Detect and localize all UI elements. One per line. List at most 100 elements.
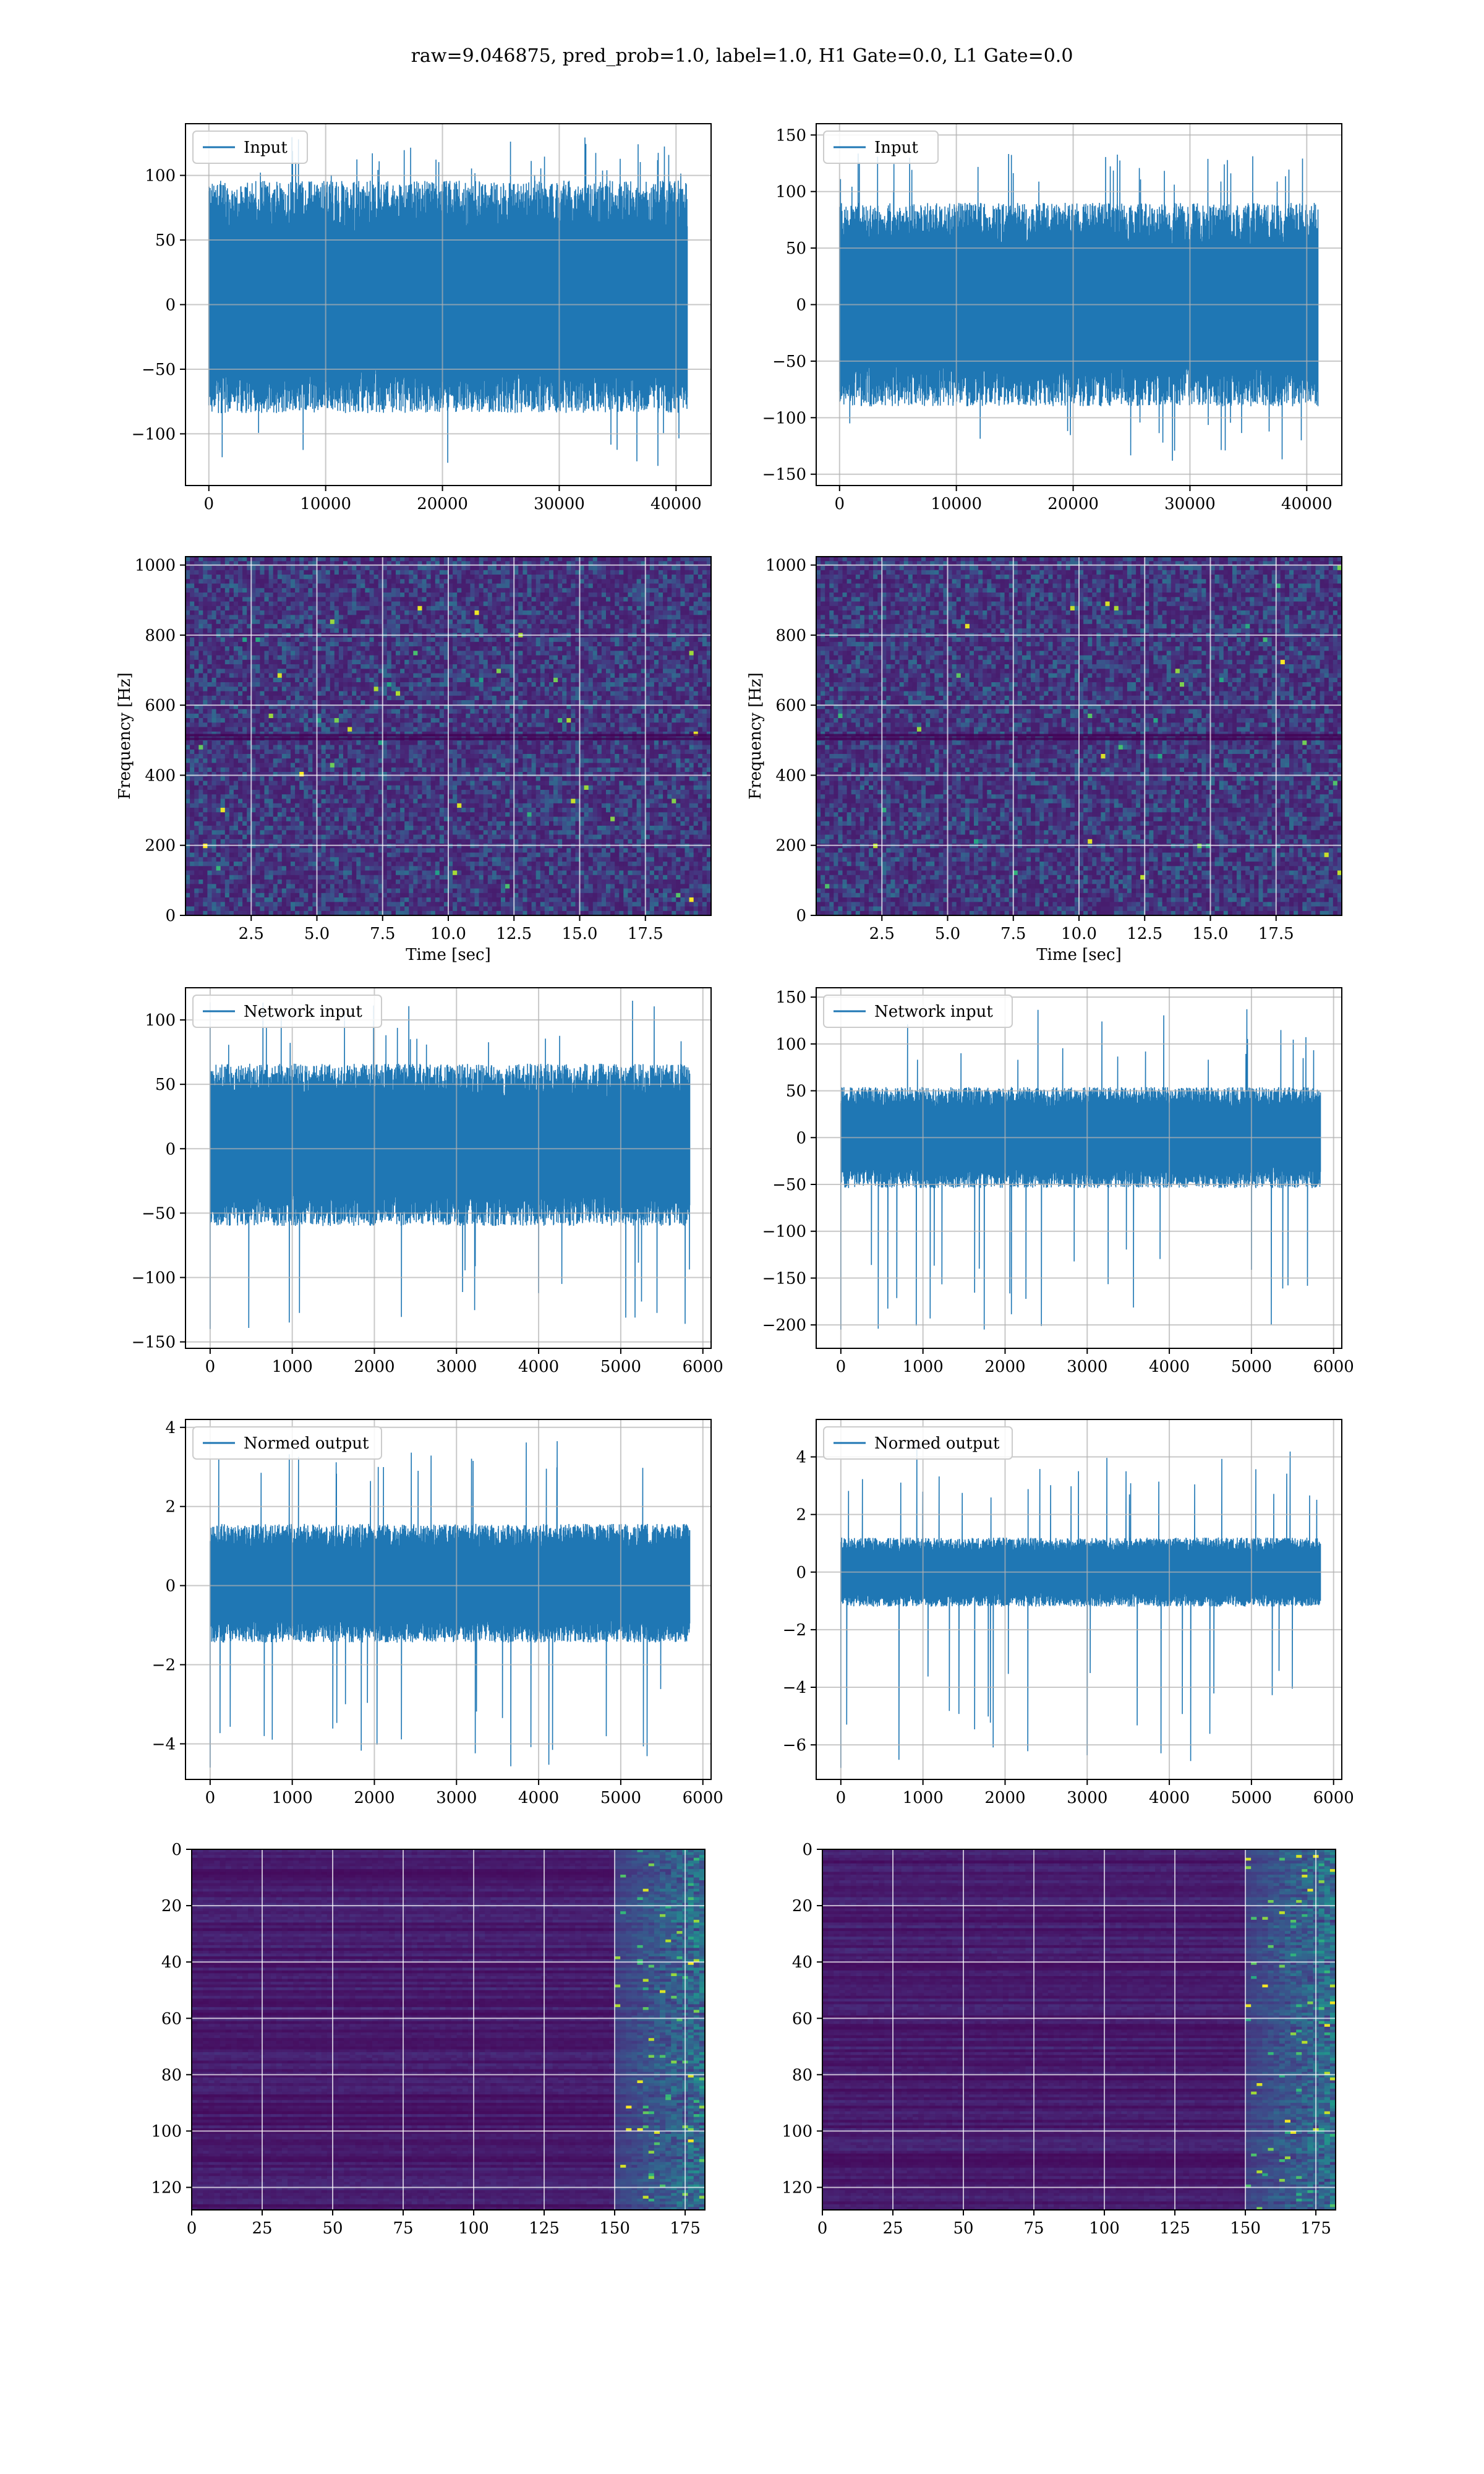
- spectrogram-cell: [224, 875, 230, 880]
- spectrogram-cell: [426, 722, 432, 728]
- spectrogram-cell: [417, 884, 423, 889]
- spectrogram-cell: [295, 758, 300, 764]
- spectrogram-cell: [251, 834, 256, 840]
- spectrogram-cell: [343, 758, 348, 764]
- spectrogram-cell: [251, 745, 256, 750]
- spectrogram-cell: [312, 646, 318, 651]
- spectrogram-cell: [400, 790, 405, 795]
- spectrogram-cell: [295, 673, 300, 678]
- spectrogram-cell: [304, 669, 309, 674]
- spectrogram-cell: [325, 677, 331, 683]
- spectrogram-cell: [186, 673, 190, 678]
- spectrogram-cell: [348, 781, 352, 786]
- spectrogram-cell: [435, 637, 440, 643]
- spectrogram-cell: [203, 579, 208, 584]
- spectrogram-cell: [308, 816, 313, 822]
- spectrogram-cell: [308, 570, 313, 575]
- spectrogram-cell: [413, 821, 418, 826]
- spectrogram-cell: [422, 754, 427, 759]
- spectrogram-cell: [430, 651, 436, 656]
- spectrogram-cell: [238, 718, 243, 723]
- spectrogram-cell: [413, 880, 418, 884]
- spectrogram-cell: [391, 606, 396, 611]
- spectrogram-cell: [190, 745, 195, 750]
- y-tick-label: 0: [165, 296, 176, 315]
- spectrogram-cell: [229, 575, 234, 580]
- spectrogram-cell: [264, 852, 270, 858]
- spectrogram-cell: [304, 709, 309, 714]
- spectrogram-cell: [426, 790, 432, 795]
- spectrogram-cell: [360, 704, 365, 710]
- spectrogram-cell: [330, 646, 335, 651]
- spectrogram-cell: [325, 588, 331, 593]
- spectrogram-cell: [203, 902, 208, 907]
- spectrogram-cell: [382, 575, 388, 580]
- spectrogram-cell: [198, 758, 203, 764]
- spectrogram-cell: [207, 830, 213, 836]
- spectrogram-cell: [286, 561, 291, 567]
- spectrogram-cell: [277, 870, 283, 876]
- spectrogram-cell: [413, 798, 418, 804]
- spectrogram-cell: [382, 866, 388, 871]
- spectrogram-cell: [453, 641, 458, 647]
- spectrogram-cell: [448, 682, 453, 687]
- spectrogram-cell: [264, 682, 270, 687]
- spectrogram-cell: [211, 593, 217, 597]
- spectrogram-cell: [207, 834, 213, 840]
- spectrogram-cell: [299, 749, 304, 755]
- spectrogram-cell: [404, 700, 409, 705]
- spectrogram-cell: [325, 727, 331, 732]
- spectrogram-cell: [430, 588, 436, 593]
- spectrogram-cell: [422, 767, 427, 773]
- spectrogram-cell: [404, 704, 409, 710]
- spectrogram-cell: [378, 641, 383, 647]
- spectrogram-cell: [277, 866, 283, 871]
- spectrogram-cell: [426, 798, 432, 804]
- spectrogram-cell: [198, 749, 203, 755]
- spectrogram-cell: [369, 910, 375, 916]
- spectrogram-cell: [229, 785, 234, 790]
- spectrogram-cell: [439, 637, 445, 643]
- spectrogram-cell: [281, 812, 287, 818]
- spectrogram-cell: [229, 655, 234, 661]
- spectrogram-cell: [308, 718, 313, 723]
- spectrogram-cell: [233, 749, 239, 755]
- spectrogram-cell: [409, 875, 414, 880]
- spectrogram-cell: [304, 641, 309, 647]
- spectrogram-cell: [198, 561, 203, 567]
- spectrogram-cell: [348, 619, 352, 625]
- spectrogram-cell: [268, 798, 274, 804]
- spectrogram-cell: [255, 785, 260, 790]
- spectrogram-cell: [308, 628, 313, 633]
- spectrogram-cell: [194, 682, 199, 687]
- spectrogram-cell: [273, 597, 278, 602]
- spectrogram-cell: [378, 610, 383, 615]
- spectrogram-cell: [369, 583, 375, 589]
- spectrogram-cell: [291, 862, 296, 867]
- spectrogram-cell: [369, 803, 375, 808]
- spectrogram-cell: [299, 615, 304, 620]
- spectrogram-cell: [448, 749, 453, 755]
- spectrogram-cell: [330, 709, 335, 714]
- spectrogram-cell: [404, 880, 409, 884]
- spectrogram-cell: [356, 677, 361, 683]
- spectrogram-cell: [413, 570, 418, 575]
- spectrogram-cell: [207, 619, 213, 625]
- spectrogram-cell: [330, 794, 335, 800]
- spectrogram-cell: [312, 561, 318, 567]
- spectrogram-cell: [198, 565, 203, 571]
- spectrogram-cell: [268, 709, 274, 714]
- spectrogram-cell: [203, 593, 208, 597]
- spectrogram-cell: [365, 798, 370, 804]
- spectrogram-cell: [373, 651, 379, 656]
- spectrogram-cell: [396, 709, 401, 714]
- spectrogram-cell: [443, 839, 449, 844]
- spectrogram-cell: [268, 888, 274, 894]
- spectrogram-cell: [343, 561, 348, 567]
- spectrogram-cell: [391, 597, 396, 602]
- spectrogram-cell: [190, 776, 195, 782]
- spectrogram-cell: [352, 740, 357, 746]
- spectrogram-cell: [356, 575, 361, 580]
- spectrogram-cell: [251, 902, 256, 907]
- spectrogram-cell: [251, 794, 256, 800]
